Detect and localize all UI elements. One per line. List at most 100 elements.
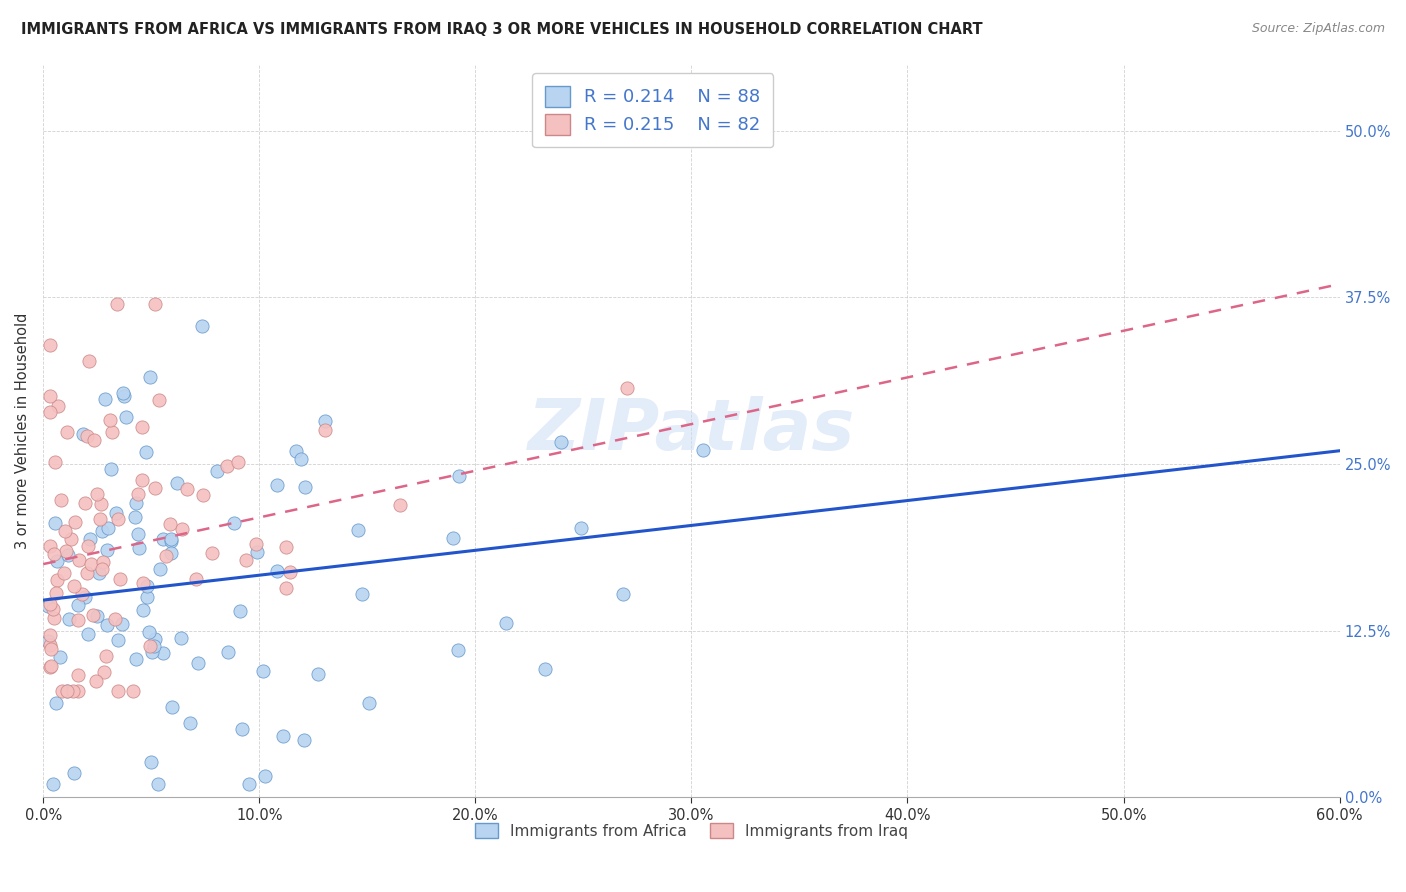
Point — [67, 683, 90, 698]
Point — [127, 487, 149, 501]
Point — [38, 338, 60, 352]
Point — [58, 612, 80, 626]
Point — [145, 632, 167, 646]
Point — [107, 512, 129, 526]
Point — [292, 732, 315, 747]
Point — [149, 562, 172, 576]
Point — [111, 616, 134, 631]
Point — [49, 650, 72, 665]
Point — [45, 554, 67, 568]
Point — [160, 700, 183, 714]
Point — [132, 603, 155, 617]
Point — [45, 696, 67, 710]
Point — [90, 562, 112, 576]
Point — [37, 633, 59, 648]
Point — [166, 476, 188, 491]
Point — [104, 506, 127, 520]
Point — [252, 664, 274, 678]
Point — [231, 722, 253, 736]
Point — [294, 480, 316, 494]
Point — [41, 777, 63, 791]
Point — [66, 598, 89, 612]
Point — [38, 598, 60, 612]
Point — [155, 549, 177, 564]
Point — [148, 392, 170, 407]
Point — [139, 370, 162, 384]
Point — [350, 587, 373, 601]
Point — [307, 666, 329, 681]
Point — [235, 553, 257, 567]
Point — [39, 659, 62, 673]
Point — [142, 639, 165, 653]
Text: IMMIGRANTS FROM AFRICA VS IMMIGRANTS FROM IRAQ 3 OR MORE VEHICLES IN HOUSEHOLD C: IMMIGRANTS FROM AFRICA VS IMMIGRANTS FRO… — [21, 22, 983, 37]
Point — [169, 631, 191, 645]
Point — [187, 656, 209, 670]
Point — [89, 512, 111, 526]
Point — [346, 523, 368, 537]
Point — [80, 558, 103, 572]
Point — [79, 532, 101, 546]
Point — [62, 579, 84, 593]
Point — [201, 545, 224, 559]
Point — [77, 354, 100, 368]
Point — [495, 616, 517, 631]
Point — [159, 516, 181, 531]
Point — [441, 531, 464, 545]
Point — [67, 553, 90, 567]
Point — [128, 541, 150, 555]
Point — [447, 643, 470, 657]
Point — [44, 455, 66, 469]
Point — [136, 590, 159, 604]
Point — [38, 404, 60, 418]
Point — [90, 496, 112, 510]
Point — [569, 521, 592, 535]
Point — [135, 444, 157, 458]
Point — [44, 516, 66, 530]
Point — [193, 488, 215, 502]
Point — [63, 515, 86, 529]
Point — [96, 543, 118, 558]
Point — [152, 646, 174, 660]
Point — [115, 410, 138, 425]
Point — [152, 532, 174, 546]
Point — [77, 539, 100, 553]
Point — [246, 545, 269, 559]
Point — [38, 659, 60, 673]
Point — [107, 683, 129, 698]
Point — [70, 587, 93, 601]
Point — [49, 492, 72, 507]
Point — [87, 566, 110, 580]
Point — [550, 434, 572, 449]
Point — [389, 498, 412, 512]
Point — [84, 674, 107, 689]
Point — [217, 645, 239, 659]
Point — [93, 665, 115, 680]
Point — [83, 433, 105, 447]
Point — [72, 426, 94, 441]
Point — [42, 602, 65, 616]
Point — [104, 612, 127, 626]
Point — [44, 611, 66, 625]
Point — [254, 769, 277, 783]
Point — [66, 613, 89, 627]
Point — [38, 639, 60, 653]
Point — [56, 548, 79, 562]
Point — [127, 526, 149, 541]
Point — [160, 546, 183, 560]
Point — [145, 481, 167, 495]
Point — [136, 578, 159, 592]
Point — [612, 586, 634, 600]
Point — [238, 777, 260, 791]
Point — [105, 297, 128, 311]
Point — [110, 572, 132, 586]
Point — [96, 617, 118, 632]
Point — [285, 444, 308, 458]
Point — [51, 683, 73, 698]
Point — [138, 625, 160, 640]
Point — [53, 524, 76, 538]
Point — [160, 533, 183, 548]
Point — [179, 716, 201, 731]
Point — [148, 777, 170, 791]
Point — [132, 576, 155, 591]
Point — [274, 540, 297, 554]
